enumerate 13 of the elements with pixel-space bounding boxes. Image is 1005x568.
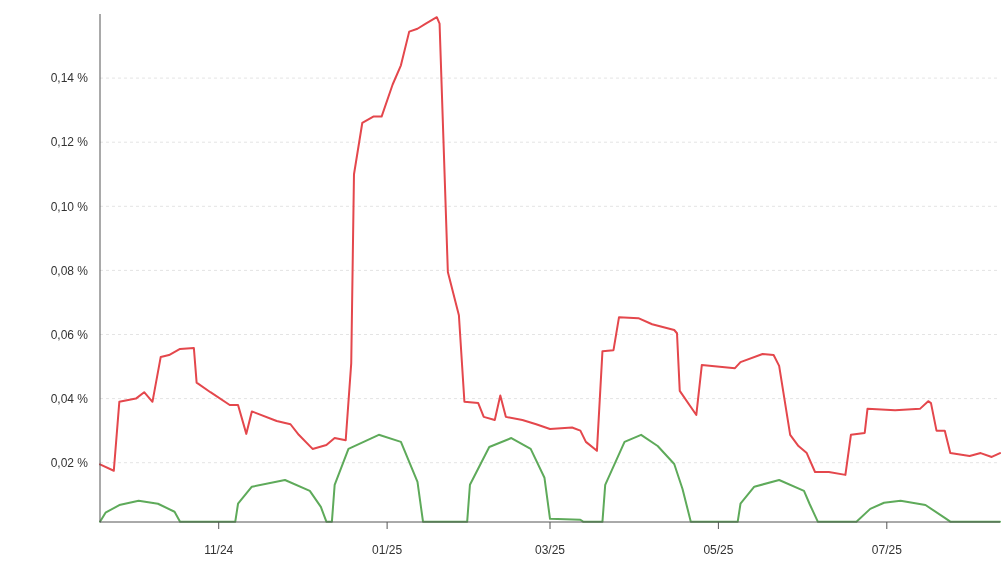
x-tick-label: 07/25 xyxy=(871,543,903,557)
y-tick-label: 0,08 % xyxy=(50,263,89,278)
y-tick-label: 0,12 % xyxy=(50,135,89,150)
x-tick-label: 05/25 xyxy=(703,543,734,557)
y-tick-label: 0,02 % xyxy=(50,455,89,470)
y-tick-label: 0,04 % xyxy=(50,391,89,406)
line-series xyxy=(99,16,1001,476)
y-tick-label: 0,10 % xyxy=(50,199,89,214)
x-tick-label: 03/25 xyxy=(534,543,566,557)
x-tick-label: 01/25 xyxy=(372,543,403,557)
x-tick-label: 11/24 xyxy=(204,543,234,557)
y-tick-label: 0,06 % xyxy=(50,327,89,342)
y-tick-label: 0,14 % xyxy=(50,71,89,86)
